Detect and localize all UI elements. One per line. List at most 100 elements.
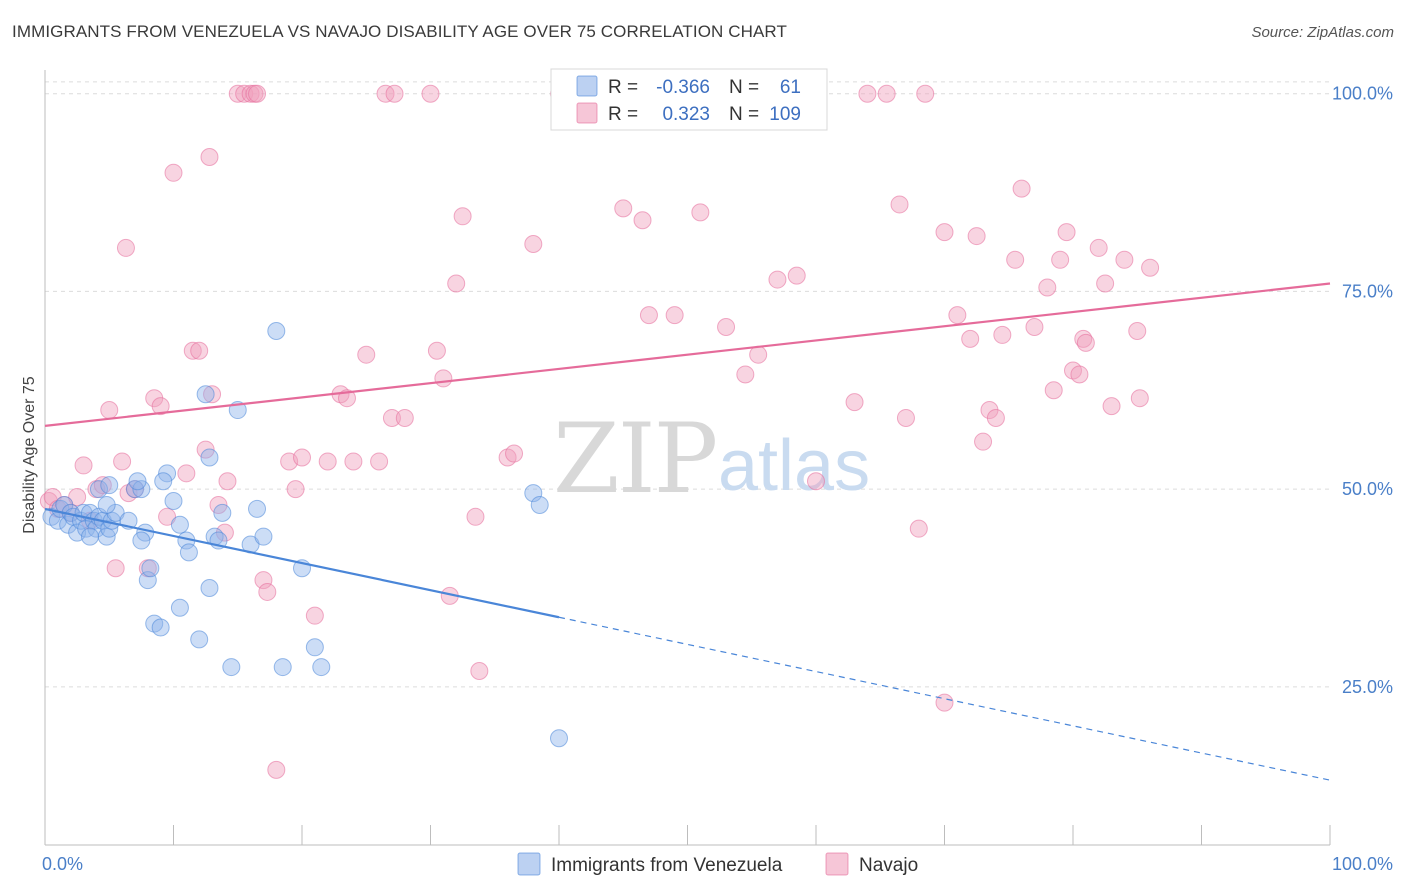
- point-navajo: [447, 274, 466, 293]
- point-navajo: [665, 306, 684, 325]
- y-tick-label: 50.0%: [1342, 479, 1393, 499]
- y-tick-label: 75.0%: [1342, 281, 1393, 301]
- point-venezuela: [254, 527, 273, 546]
- point-venezuela: [100, 476, 119, 495]
- y-tick-labels: 25.0% 50.0% 75.0% 100.0%: [1332, 84, 1393, 697]
- point-navajo: [74, 456, 93, 475]
- legend: Immigrants from Venezuela Navajo: [517, 852, 918, 876]
- point-navajo: [935, 223, 954, 242]
- point-venezuela: [89, 480, 108, 499]
- point-navajo: [434, 369, 453, 388]
- y-tick-label: 100.0%: [1332, 84, 1393, 104]
- watermark-zip: ZIP: [553, 403, 716, 515]
- point-venezuela: [248, 499, 267, 518]
- point-navajo: [858, 84, 877, 103]
- point-venezuela: [128, 472, 147, 491]
- point-navajo: [1115, 250, 1134, 269]
- point-navajo: [357, 345, 376, 364]
- stats-r-value-venezuela: -0.366: [656, 77, 710, 98]
- point-venezuela: [138, 571, 157, 590]
- point-navajo: [935, 693, 954, 712]
- point-navajo: [203, 385, 222, 404]
- stats-n-value-navajo: 109: [769, 104, 801, 125]
- stats-swatch-navajo: [576, 102, 598, 124]
- point-navajo: [1044, 381, 1063, 400]
- point-navajo: [258, 582, 277, 601]
- point-navajo: [1128, 321, 1147, 340]
- point-navajo: [470, 662, 489, 681]
- point-navajo: [768, 270, 787, 289]
- point-navajo: [1006, 250, 1025, 269]
- point-navajo: [254, 571, 273, 590]
- point-navajo: [1130, 389, 1149, 408]
- point-navajo: [1076, 333, 1095, 352]
- point-navajo: [633, 211, 652, 230]
- point-navajo: [807, 472, 825, 491]
- point-venezuela: [267, 321, 286, 340]
- point-venezuela: [97, 495, 116, 514]
- trendline-venezuela: [44, 507, 560, 619]
- point-venezuela: [141, 559, 160, 578]
- stats-r-label-venezuela: R =: [608, 77, 638, 98]
- point-venezuela: [132, 531, 151, 550]
- point-navajo: [787, 266, 806, 285]
- legend-swatch-navajo: [825, 852, 849, 876]
- point-navajo: [421, 84, 440, 103]
- point-navajo: [248, 84, 267, 103]
- point-navajo: [1096, 274, 1115, 293]
- point-navajo: [736, 365, 755, 384]
- point-navajo: [986, 408, 1005, 427]
- watermark-atlas: atlas: [718, 426, 870, 506]
- series-navajo: [39, 84, 1160, 779]
- watermark: ZIP atlas: [553, 403, 870, 515]
- point-venezuela: [164, 491, 183, 510]
- point-navajo: [318, 452, 337, 471]
- point-navajo: [370, 452, 389, 471]
- point-navajo: [267, 760, 286, 779]
- stats-swatch-venezuela: [576, 75, 598, 97]
- point-navajo: [100, 401, 119, 420]
- point-navajo: [427, 341, 446, 360]
- point-navajo: [385, 84, 404, 103]
- point-navajo: [1089, 238, 1108, 257]
- point-navajo: [967, 227, 986, 246]
- point-navajo: [151, 397, 170, 416]
- point-venezuela: [312, 658, 331, 677]
- point-navajo: [974, 432, 993, 451]
- x-tick-label-min: 0.0%: [42, 854, 83, 874]
- legend-label-venezuela: Immigrants from Venezuela: [551, 855, 783, 876]
- point-venezuela: [179, 543, 198, 562]
- gridlines: [45, 81, 1330, 688]
- trend-layer: [44, 282, 1331, 781]
- stats-n-value-venezuela: 61: [780, 77, 801, 98]
- point-navajo: [639, 306, 658, 325]
- trendline-navajo: [44, 282, 1331, 427]
- point-navajo: [845, 393, 864, 412]
- point-navajo: [1070, 365, 1089, 384]
- x-tick-label-max: 100.0%: [1332, 854, 1393, 874]
- chart-title: IMMIGRANTS FROM VENEZUELA VS NAVAJO DISA…: [12, 22, 787, 41]
- series-venezuela: [42, 321, 568, 748]
- point-navajo: [382, 408, 401, 427]
- legend-label-navajo: Navajo: [859, 855, 918, 876]
- point-venezuela: [106, 503, 125, 522]
- point-navajo: [177, 464, 196, 483]
- stats-r-value-navajo: 0.323: [662, 104, 710, 125]
- point-venezuela: [222, 658, 241, 677]
- point-navajo: [190, 341, 209, 360]
- point-navajo: [890, 195, 909, 214]
- point-navajo: [395, 408, 414, 427]
- point-navajo: [106, 559, 125, 578]
- point-navajo: [164, 163, 183, 182]
- point-navajo: [235, 84, 254, 103]
- point-venezuela: [213, 503, 232, 522]
- point-navajo: [113, 452, 132, 471]
- point-navajo: [691, 203, 710, 222]
- y-tick-label: 25.0%: [1342, 677, 1393, 697]
- point-venezuela: [196, 385, 215, 404]
- point-venezuela: [550, 729, 568, 748]
- stats-box: R = -0.366 N = 61 R = 0.323 N = 109: [550, 68, 828, 131]
- point-navajo: [1025, 318, 1044, 337]
- point-navajo: [453, 207, 472, 226]
- point-navajo: [1012, 179, 1031, 198]
